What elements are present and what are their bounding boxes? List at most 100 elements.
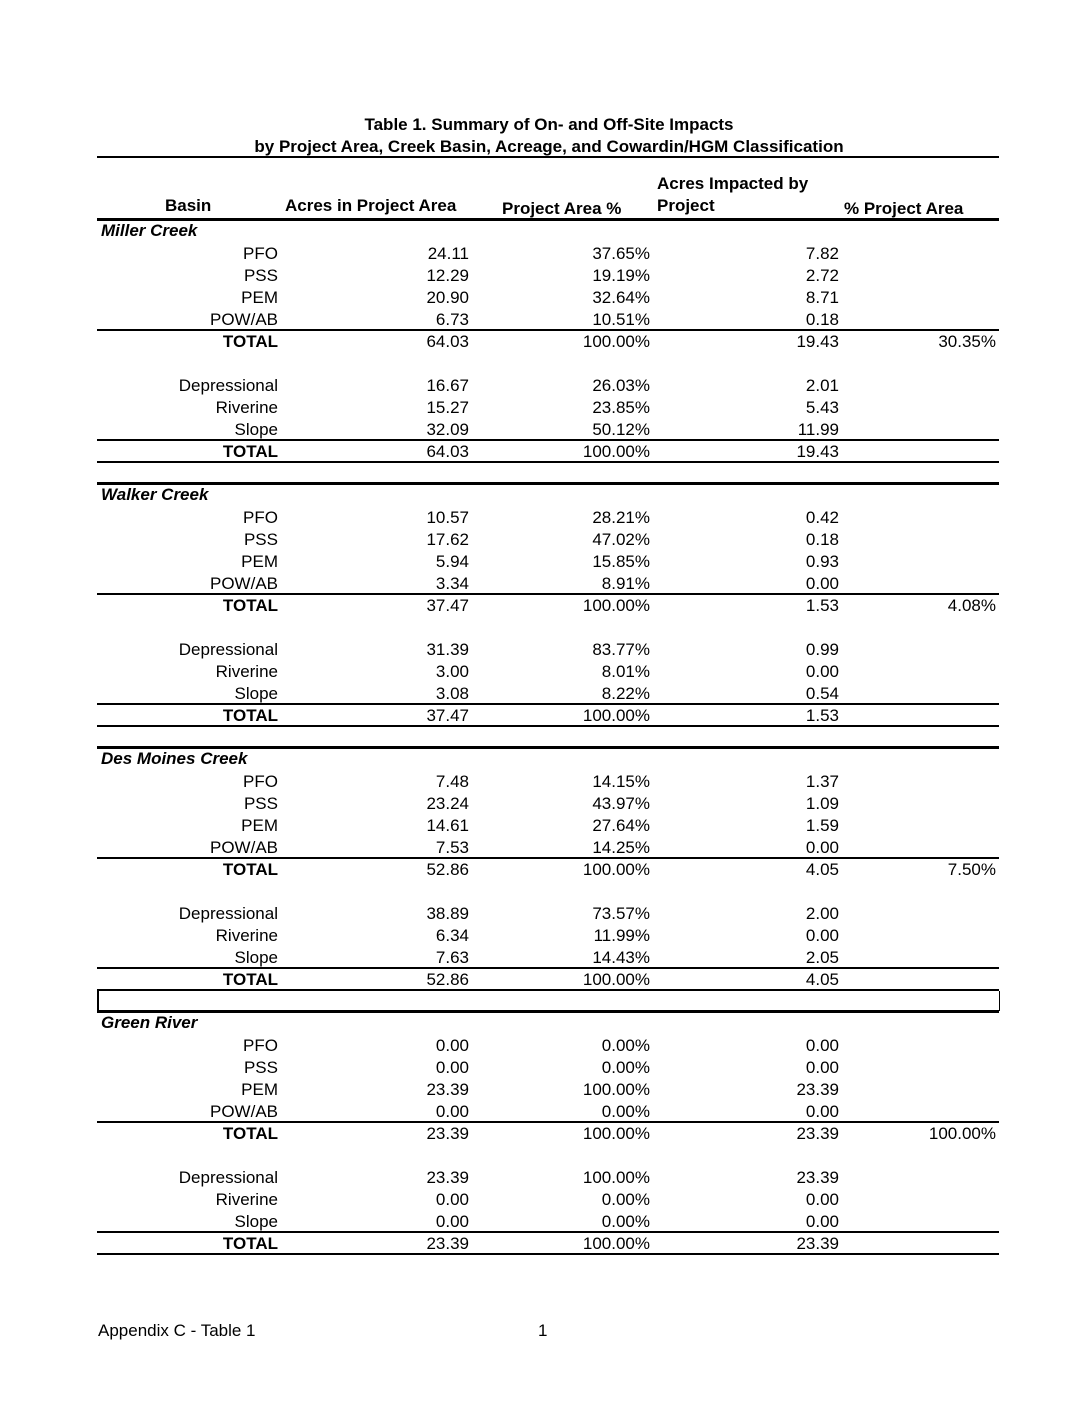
row-label: TOTAL <box>222 860 278 879</box>
table-title-line2: by Project Area, Creek Basin, Acreage, a… <box>254 137 844 156</box>
acres-in-project-area: 17.62 <box>426 530 469 549</box>
header-impacted-1: Acres Impacted by <box>657 174 809 193</box>
acres-in-project-area: 23.39 <box>426 1124 469 1143</box>
acres-impacted: 0.00 <box>805 1190 839 1209</box>
row-label: TOTAL <box>222 332 278 351</box>
acres-in-project-area: 6.73 <box>435 310 469 329</box>
row-label: Slope <box>234 1212 278 1231</box>
acres-in-project-area: 3.34 <box>435 574 469 593</box>
divider <box>97 482 999 485</box>
divider <box>97 439 999 441</box>
row-label: POW/AB <box>209 838 278 857</box>
acres-in-project-area: 64.03 <box>426 442 469 461</box>
acres-in-project-area: 7.48 <box>435 772 469 791</box>
pct-project-area: 7.50% <box>947 860 996 879</box>
acres-impacted: 19.43 <box>796 442 839 461</box>
divider <box>97 703 999 705</box>
section-title: Green River <box>101 1013 198 1032</box>
acres-impacted: 0.00 <box>805 1036 839 1055</box>
project-area-pct: 100.00% <box>582 1080 650 1099</box>
divider <box>97 989 999 991</box>
project-area-pct: 0.00% <box>601 1058 650 1077</box>
acres-in-project-area: 32.09 <box>426 420 469 439</box>
divider <box>97 857 999 859</box>
project-area-pct: 14.15% <box>592 772 650 791</box>
empty-row <box>97 991 1000 1011</box>
row-label: PSS <box>243 1058 278 1077</box>
acres-in-project-area: 10.57 <box>426 508 469 527</box>
header-acres: Acres in Project Area <box>285 196 457 215</box>
row-label: Riverine <box>215 398 278 417</box>
acres-impacted: 7.82 <box>805 244 839 263</box>
project-area-pct: 73.57% <box>592 904 650 923</box>
project-area-pct: 11.99% <box>593 926 650 945</box>
acres-impacted: 0.00 <box>805 1102 839 1121</box>
table-title-line1: Table 1. Summary of On- and Off-Site Imp… <box>364 115 734 134</box>
acres-in-project-area: 0.00 <box>435 1036 469 1055</box>
acres-impacted: 1.09 <box>805 794 839 813</box>
project-area-pct: 37.65% <box>592 244 650 263</box>
acres-impacted: 1.53 <box>805 706 839 725</box>
project-area-pct: 100.00% <box>582 1168 650 1187</box>
acres-impacted: 0.00 <box>805 1212 839 1231</box>
acres-impacted: 5.43 <box>805 398 839 417</box>
acres-in-project-area: 3.08 <box>435 684 469 703</box>
project-area-pct: 83.77% <box>592 640 650 659</box>
acres-impacted: 4.05 <box>805 970 839 989</box>
project-area-pct: 0.00% <box>601 1102 650 1121</box>
acres-impacted: 0.00 <box>805 662 839 681</box>
project-area-pct: 47.02% <box>592 530 650 549</box>
acres-in-project-area: 23.39 <box>426 1234 469 1253</box>
row-label: PFO <box>243 1036 278 1055</box>
section-title: Des Moines Creek <box>101 749 248 768</box>
acres-in-project-area: 6.34 <box>435 926 469 945</box>
project-area-pct: 14.25% <box>592 838 650 857</box>
acres-in-project-area: 23.24 <box>426 794 469 813</box>
project-area-pct: 23.85% <box>592 398 650 417</box>
acres-in-project-area: 37.47 <box>426 596 469 615</box>
acres-impacted: 0.54 <box>805 684 839 703</box>
row-label: TOTAL <box>222 596 278 615</box>
header-impacted-2: Project <box>657 196 715 215</box>
acres-in-project-area: 0.00 <box>435 1190 469 1209</box>
header-pct: Project Area % <box>502 199 622 218</box>
project-area-pct: 8.22% <box>601 684 650 703</box>
divider <box>97 1231 999 1233</box>
acres-in-project-area: 15.27 <box>426 398 469 417</box>
acres-in-project-area: 20.90 <box>426 288 469 307</box>
acres-impacted: 4.05 <box>805 860 839 879</box>
row-label: Slope <box>234 684 278 703</box>
acres-impacted: 0.99 <box>805 640 839 659</box>
acres-impacted: 1.53 <box>805 596 839 615</box>
row-label: Slope <box>234 948 278 967</box>
divider <box>97 156 999 158</box>
row-label: Depressional <box>178 376 278 395</box>
acres-in-project-area: 5.94 <box>435 552 469 571</box>
divider <box>97 746 999 749</box>
acres-in-project-area: 23.39 <box>426 1080 469 1099</box>
row-label: TOTAL <box>222 1124 278 1143</box>
project-area-pct: 19.19% <box>592 266 650 285</box>
pct-project-area: 100.00% <box>928 1124 996 1143</box>
acres-in-project-area: 37.47 <box>426 706 469 725</box>
acres-in-project-area: 52.86 <box>426 860 469 879</box>
acres-impacted: 23.39 <box>796 1124 839 1143</box>
acres-in-project-area: 12.29 <box>426 266 469 285</box>
project-area-pct: 14.43% <box>592 948 650 967</box>
divider <box>97 967 999 969</box>
acres-impacted: 0.42 <box>805 508 839 527</box>
acres-impacted: 0.00 <box>805 838 839 857</box>
header-basin: Basin <box>165 196 212 215</box>
divider <box>97 329 999 331</box>
acres-impacted: 0.00 <box>805 926 839 945</box>
acres-in-project-area: 7.63 <box>435 948 469 967</box>
project-area-pct: 50.12% <box>592 420 650 439</box>
pct-project-area: 4.08% <box>947 596 996 615</box>
acres-in-project-area: 31.39 <box>426 640 469 659</box>
divider <box>97 1121 999 1123</box>
row-label: Depressional <box>178 904 278 923</box>
project-area-pct: 32.64% <box>592 288 650 307</box>
divider <box>97 1253 999 1255</box>
acres-impacted: 0.18 <box>805 530 839 549</box>
project-area-pct: 0.00% <box>601 1190 650 1209</box>
